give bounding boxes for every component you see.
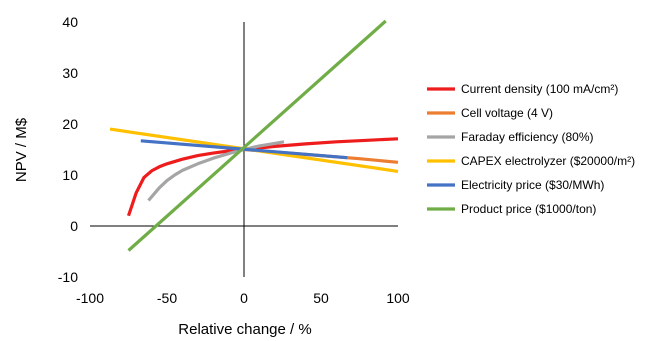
- x-tick-label: 100: [386, 290, 410, 306]
- x-tick-label: -100: [76, 290, 104, 306]
- legend-label-5: Electricity price ($30/MWh): [461, 178, 604, 192]
- x-axis-title: Relative change / %: [178, 321, 311, 338]
- legend: Current density (100 mA/cm²) Cell voltage…: [427, 82, 635, 216]
- y-tick-label: -10: [58, 269, 78, 285]
- series-line-6: [127, 19, 387, 252]
- legend-label-3: Faraday efficiency (80%): [461, 130, 594, 144]
- legend-label-4: CAPEX electrolyzer ($20000/m²): [461, 154, 635, 168]
- legend-label-6: Product price ($1000/ton): [461, 202, 596, 216]
- legend-label-1: Current density (100 mA/cm²): [461, 82, 618, 96]
- x-tick-label: 50: [313, 290, 329, 306]
- y-axis-title: NPV / M$: [13, 117, 30, 182]
- y-tick-label: 0: [70, 218, 78, 234]
- series-line-3: [147, 140, 285, 202]
- x-tick-label: 0: [240, 290, 248, 306]
- x-tick-label: -50: [157, 290, 177, 306]
- y-tick-label: 10: [62, 167, 78, 183]
- y-tick-label: 30: [62, 65, 78, 81]
- series-line-1: [126, 137, 399, 217]
- y-tick-label: 20: [62, 116, 78, 132]
- y-tick-label: 40: [62, 14, 78, 30]
- legend-label-2: Cell voltage (4 V): [461, 106, 553, 120]
